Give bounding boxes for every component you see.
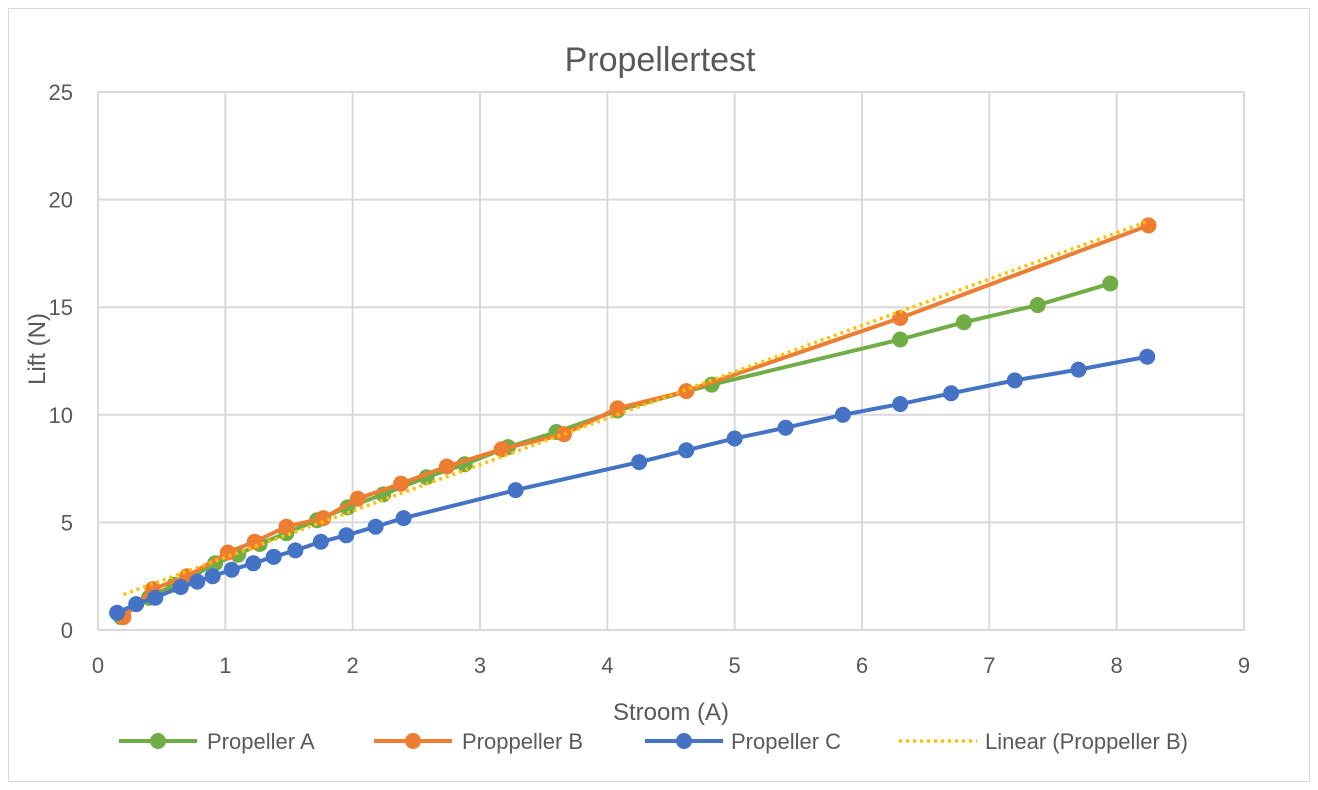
data-point: [892, 331, 909, 348]
data-point: [147, 589, 164, 606]
data-point: [609, 400, 626, 417]
legend: Propeller A Proppeller B Propeller C Linear…: [119, 729, 1188, 754]
data-point: [556, 426, 573, 443]
legend-label: Propeller A: [207, 729, 315, 754]
x-tick-label: 1: [219, 653, 231, 678]
data-point: [1006, 372, 1023, 389]
legend-marker: [676, 733, 692, 749]
data-point: [1139, 348, 1156, 365]
x-tick-label: 0: [92, 653, 104, 678]
y-tick-label: 15: [49, 295, 73, 320]
y-tick-label: 0: [61, 618, 73, 643]
x-tick-label: 3: [474, 653, 486, 678]
data-point: [777, 419, 794, 436]
legend-item-1: Propeller A: [119, 729, 315, 754]
series-2: [115, 217, 1157, 626]
data-point: [493, 441, 510, 458]
data-point: [892, 396, 909, 413]
data-point: [245, 555, 262, 572]
data-point: [892, 309, 909, 326]
data-point: [1102, 275, 1119, 292]
x-tick-label: 7: [983, 653, 995, 678]
data-point: [678, 442, 695, 459]
series-line: [119, 281, 1111, 619]
x-tick-label: 5: [729, 653, 741, 678]
grid: [97, 91, 1245, 631]
data-point: [393, 475, 410, 492]
data-point: [367, 518, 384, 535]
data-point: [1029, 297, 1046, 314]
data-point: [834, 406, 851, 423]
legend-item-3: Propeller C: [645, 729, 841, 754]
x-tick-label: 2: [347, 653, 359, 678]
data-point: [438, 458, 455, 475]
data-point: [338, 527, 355, 544]
series-line: [122, 223, 1150, 619]
data-point: [287, 542, 304, 559]
data-point: [312, 533, 329, 550]
legend-label: Proppeller B: [462, 729, 583, 754]
data-point: [1070, 361, 1087, 378]
data-point: [1140, 217, 1157, 234]
x-tick-label: 4: [601, 653, 613, 678]
data-point: [955, 314, 972, 331]
y-axis-title: Lift (N): [24, 313, 51, 385]
plot-series: [109, 217, 1157, 626]
chart-svg: Propellertest 0 1 2 3 4 5 6 7 8 9 0 5 10 15 20 25 Stroo…: [24, 41, 1251, 754]
data-point: [631, 454, 648, 471]
legend-item-4: Linear (Proppeller B): [899, 729, 1188, 754]
x-tick-label: 6: [856, 653, 868, 678]
legend-marker: [405, 733, 421, 749]
chart-area: Propellertest 0 1 2 3 4 5 6 7 8 9 0 5 10 15 20 25 Stroo…: [8, 8, 1310, 782]
series-line: [116, 354, 1148, 615]
data-point: [943, 385, 960, 402]
data-point: [204, 568, 221, 585]
trendline: [122, 219, 1150, 597]
data-point: [678, 383, 695, 400]
data-point: [109, 604, 126, 621]
tick-labels: 0 1 2 3 4 5 6 7 8 9 0 5 10 15 20 25: [49, 80, 1251, 678]
y-tick-label: 25: [49, 80, 73, 105]
data-point: [172, 578, 189, 595]
legend-label: Propeller C: [731, 729, 841, 754]
x-tick-label: 9: [1238, 653, 1250, 678]
y-tick-label: 10: [49, 403, 73, 428]
series-4: [122, 219, 1150, 597]
x-tick-label: 8: [1111, 653, 1123, 678]
data-point: [349, 490, 366, 507]
legend-marker: [150, 733, 166, 749]
data-point: [315, 510, 332, 527]
chart-title: Propellertest: [565, 41, 756, 79]
series-3: [109, 348, 1156, 621]
data-point: [265, 548, 282, 565]
x-axis-title: Stroom (A): [613, 699, 729, 726]
data-point: [395, 510, 412, 527]
data-point: [726, 430, 743, 447]
legend-item-2: Proppeller B: [374, 729, 583, 754]
data-point: [223, 561, 240, 578]
data-point: [246, 533, 263, 550]
data-point: [507, 482, 524, 499]
y-tick-label: 20: [49, 188, 73, 213]
data-point: [128, 596, 145, 613]
data-point: [278, 518, 295, 535]
data-point: [189, 573, 206, 590]
y-tick-label: 5: [61, 510, 73, 535]
legend-label: Linear (Proppeller B): [985, 729, 1188, 754]
series-1: [112, 275, 1119, 626]
